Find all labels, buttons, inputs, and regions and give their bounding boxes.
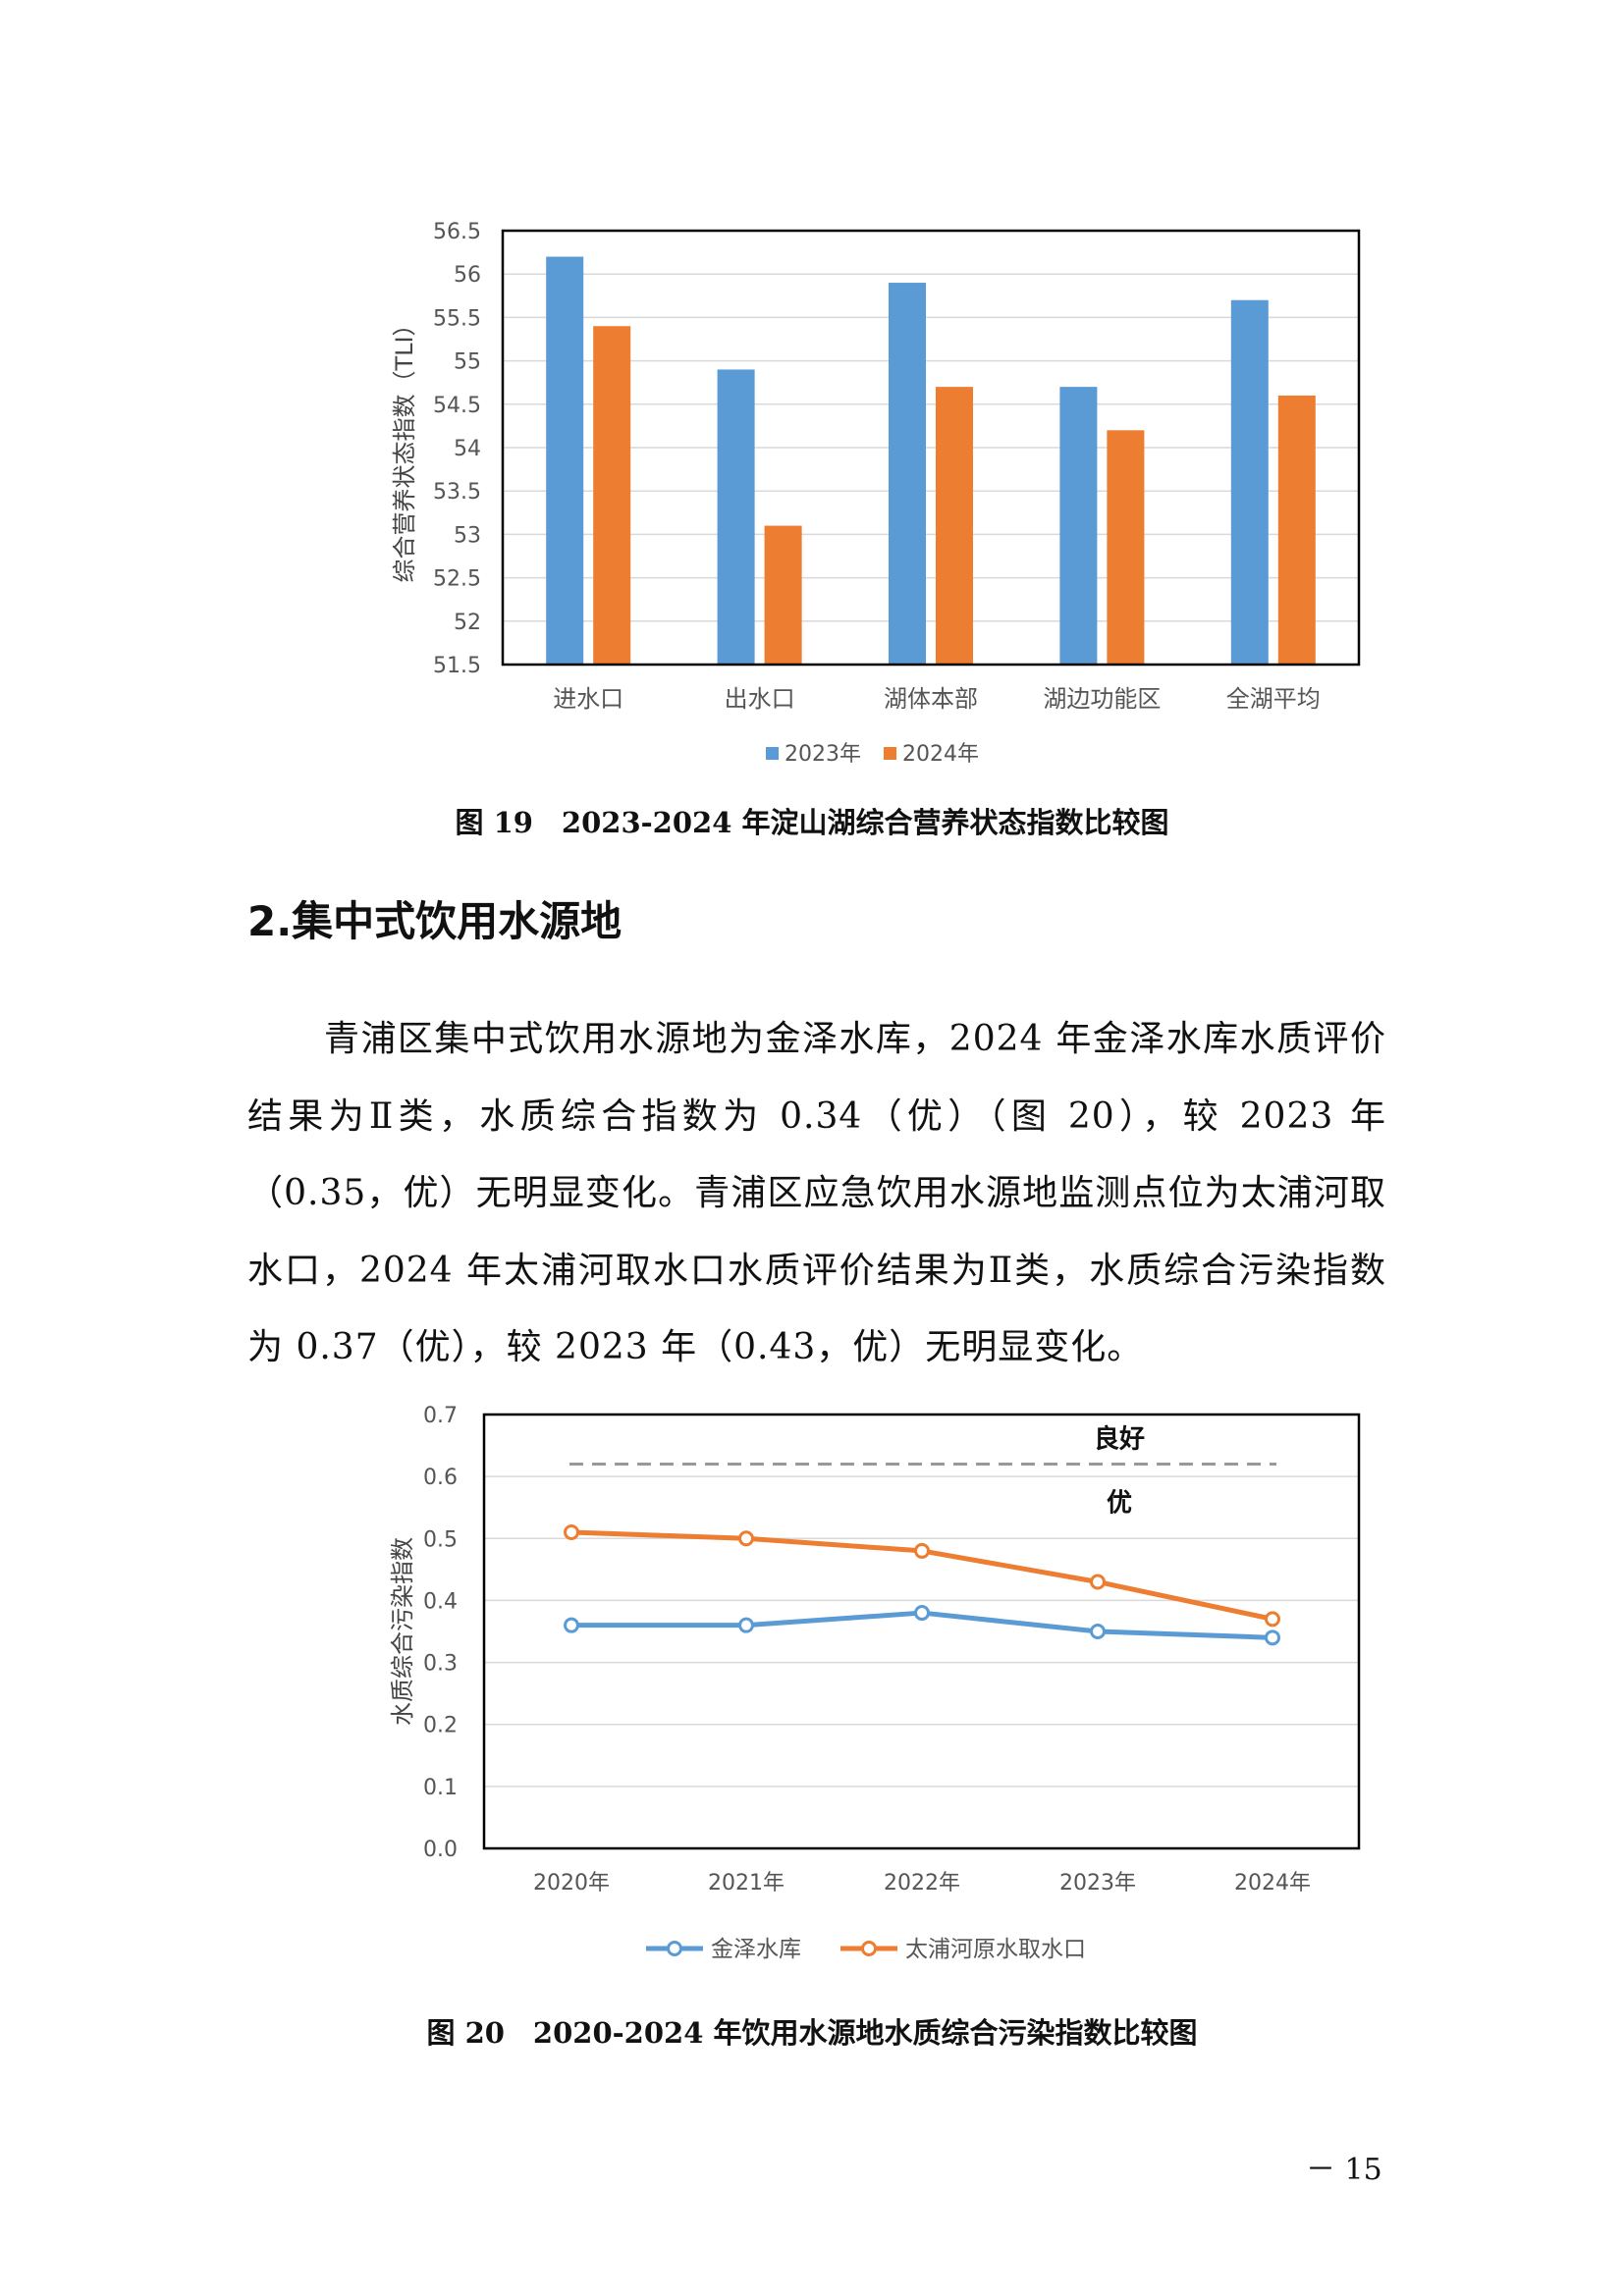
data-point-金泽水库-2024年 [1265, 1629, 1280, 1646]
x-tick-labels: 进水口 出水口 湖体本部 湖边功能区 全湖平均 [553, 685, 1321, 713]
y-tick-label: 0.5 [423, 1527, 458, 1552]
bars [546, 256, 1316, 665]
bar-2024年-全湖平均 [1277, 395, 1316, 665]
x-tick-label: 2020年 [533, 1871, 610, 1896]
y-tick-label: 56 [454, 263, 481, 288]
data-point-金泽水库-2020年 [564, 1617, 579, 1633]
figure-19-bar-chart: 51.5 52 52.5 53 53.5 54 54.5 55 55.5 56 56.5 进水口 出水… [391, 220, 1361, 767]
y-tick-label: 55 [454, 350, 481, 375]
series-lines [564, 1523, 1280, 1646]
threshold-label-excellent: 优 [1107, 1489, 1132, 1519]
legend-swatch [766, 747, 779, 760]
bar-2024年-进水口 [593, 326, 631, 665]
data-point-太浦河原水取水口-2020年 [564, 1523, 579, 1540]
y-tick-label: 53.5 [433, 480, 481, 505]
page-number: － 15 [1306, 2153, 1382, 2187]
bar-2023年-进水口 [546, 256, 584, 665]
x-tick-label: 湖边功能区 [1043, 685, 1161, 713]
x-tick-label: 2022年 [884, 1871, 960, 1896]
y-tick-label: 0.4 [423, 1589, 458, 1614]
legend-label: 金泽水库 [711, 1937, 801, 1962]
x-tick-label: 全湖平均 [1226, 685, 1321, 713]
x-tick-label: 湖体本部 [884, 685, 978, 713]
bar-2023年-出水口 [717, 369, 755, 665]
legend: 金泽水库 太浦河原水取水口 [646, 1937, 1086, 1962]
y-tick-label: 0.1 [423, 1776, 458, 1800]
data-point-太浦河原水取水口-2023年 [1090, 1574, 1106, 1590]
legend-label: 2024年 [902, 742, 979, 767]
legend-swatch [884, 747, 896, 760]
y-tick-labels: 0.0 0.1 0.2 0.3 0.4 0.5 0.6 0.7 [423, 1404, 458, 1862]
bar-2023年-全湖平均 [1230, 299, 1269, 665]
y-tick-labels: 51.5 52 52.5 53 53.5 54 54.5 55 55.5 56 56.5 [433, 220, 481, 678]
legend-marker [667, 1941, 682, 1956]
bar-2024年-出水口 [764, 525, 802, 665]
x-tick-label: 出水口 [725, 685, 795, 713]
data-point-金泽水库-2021年 [738, 1617, 754, 1633]
y-tick-label: 55.5 [433, 306, 481, 331]
plot-frame [501, 229, 1361, 667]
legend-marker [861, 1941, 877, 1956]
x-tick-label: 2021年 [708, 1871, 785, 1896]
legend: 2023年 2024年 [766, 742, 979, 767]
figure-19-caption: 图 19 2023-2024 年淀山湖综合营养状态指数比较图 [455, 806, 1169, 839]
x-tick-label: 进水口 [553, 685, 623, 713]
data-point-金泽水库-2023年 [1090, 1624, 1106, 1639]
y-tick-label: 52.5 [433, 567, 481, 592]
y-tick-label: 0.2 [423, 1714, 458, 1738]
y-tick-label: 51.5 [433, 654, 481, 678]
grid-lines [484, 1414, 1359, 1849]
y-tick-label: 52 [454, 611, 481, 635]
y-axis-label: 水质综合污染指数 [389, 1537, 416, 1726]
y-tick-label: 54 [454, 437, 481, 461]
body-paragraph: 青浦区集中式饮用水源地为金泽水库，2024 年金泽水库水质评价结果为Ⅱ类，水质综… [247, 1019, 1386, 1367]
threshold-label-good: 良好 [1094, 1424, 1145, 1455]
legend-label: 2023年 [785, 742, 861, 767]
figure-20-line-chart: 良好 优 0.0 0.1 0.2 0.3 0.4 0.5 0.6 0.7 2020年 2021年… [389, 1404, 1361, 1962]
data-point-太浦河原水取水口-2022年 [914, 1542, 930, 1559]
bar-2024年-湖体本部 [936, 387, 973, 665]
x-tick-labels: 2020年 2021年 2022年 2023年 2024年 [533, 1871, 1311, 1896]
y-axis-label: 综合营养状态指数（TLI） [391, 312, 418, 582]
bar-2024年-湖边功能区 [1107, 430, 1145, 665]
data-point-太浦河原水取水口-2024年 [1265, 1611, 1280, 1628]
data-point-金泽水库-2022年 [914, 1605, 930, 1622]
y-tick-label: 0.3 [423, 1652, 458, 1677]
y-tick-label: 56.5 [433, 220, 481, 244]
y-tick-label: 0.7 [423, 1404, 458, 1428]
figure-20-caption: 图 20 2020-2024 年饮用水源地水质综合污染指数比较图 [426, 2016, 1198, 2050]
x-tick-label: 2024年 [1234, 1871, 1311, 1896]
y-tick-label: 53 [454, 523, 481, 548]
legend-label: 太浦河原水取水口 [905, 1937, 1086, 1962]
plot-frame [482, 1413, 1361, 1850]
bar-2023年-湖边功能区 [1059, 387, 1098, 665]
data-point-太浦河原水取水口-2021年 [738, 1530, 754, 1547]
y-tick-label: 0.0 [423, 1838, 458, 1862]
bar-2023年-湖体本部 [889, 283, 926, 665]
section-heading: 2.集中式饮用水源地 [247, 897, 623, 945]
y-tick-label: 0.6 [423, 1466, 458, 1490]
y-tick-label: 54.5 [433, 394, 481, 418]
x-tick-label: 2023年 [1059, 1871, 1136, 1896]
